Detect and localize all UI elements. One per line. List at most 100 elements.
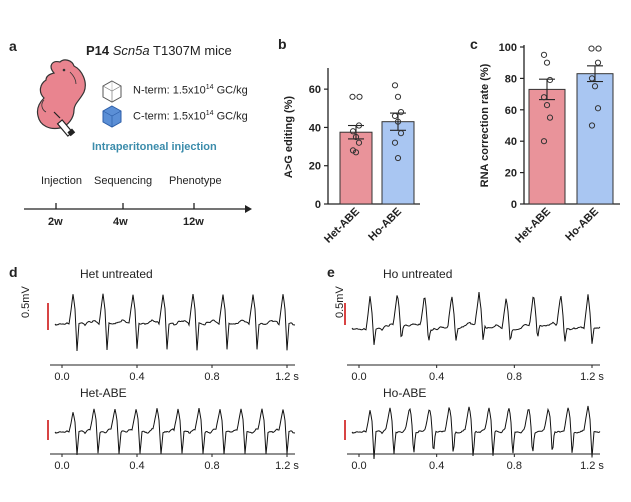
y-tick-label: 20 bbox=[505, 168, 517, 180]
data-point bbox=[540, 51, 548, 58]
data-point bbox=[349, 128, 357, 135]
data-point bbox=[588, 45, 595, 52]
x-tick-label: 0.8 bbox=[204, 460, 219, 472]
timeline-arrow-icon bbox=[245, 205, 252, 213]
panel-b-label: b bbox=[278, 36, 287, 52]
x-tick-label: 1.2 s bbox=[275, 460, 299, 472]
data-point bbox=[594, 59, 602, 66]
timeline-label-12w: 12w bbox=[183, 216, 204, 228]
data-point bbox=[594, 105, 602, 112]
aav-n-term-icon bbox=[102, 80, 122, 103]
mouse-pup-icon bbox=[36, 59, 86, 130]
n-term-dose: N-term: 1.5x1014 GC/kg bbox=[133, 84, 248, 97]
y-tick-label: 60 bbox=[309, 84, 321, 96]
y-tick-label: 80 bbox=[505, 73, 517, 85]
data-point bbox=[595, 45, 602, 52]
category-label: Het-ABE bbox=[322, 206, 362, 246]
bar-het-abe bbox=[339, 131, 373, 205]
injection-route-label: Intraperitoneal injection bbox=[92, 141, 217, 153]
x-tick-label: 0.0 bbox=[351, 460, 366, 472]
data-point bbox=[355, 122, 363, 129]
data-point bbox=[394, 93, 402, 100]
y-tick-label: 20 bbox=[309, 161, 321, 173]
x-tick-label: 1.2 s bbox=[275, 371, 299, 383]
ho-scale-label: 0.5mV bbox=[334, 286, 346, 318]
data-point bbox=[356, 93, 363, 100]
timeline-label-4w: 4w bbox=[113, 216, 128, 228]
x-tick-label: 0.4 bbox=[129, 460, 144, 472]
data-point bbox=[588, 75, 596, 82]
category-label: Ho-ABE bbox=[366, 206, 404, 244]
aav-c-term-icon bbox=[102, 105, 122, 128]
ho-untreated-trace bbox=[351, 292, 601, 345]
ho-abe-title: Ho-ABE bbox=[383, 386, 427, 400]
panel-e-label: e bbox=[327, 264, 335, 280]
y-axis-label: A>G editing (%) bbox=[283, 96, 295, 179]
bar-ho-abe bbox=[381, 121, 415, 205]
x-tick-label: 0.4 bbox=[429, 460, 444, 472]
y-tick-label: 40 bbox=[309, 122, 321, 134]
data-point bbox=[397, 109, 405, 116]
het-untreated-trace bbox=[54, 293, 296, 352]
model-label: T1307M mice bbox=[153, 43, 232, 58]
x-tick-label: 0.8 bbox=[204, 371, 219, 383]
x-tick-label: 1.2 s bbox=[580, 460, 604, 472]
panel-d-label: d bbox=[9, 264, 18, 280]
y-tick-label: 60 bbox=[505, 105, 517, 117]
het-scale-label: 0.5mV bbox=[20, 286, 32, 318]
syringe-icon bbox=[53, 111, 76, 137]
x-tick-label: 0.4 bbox=[429, 371, 444, 383]
y-axis-label: RNA correction rate (%) bbox=[479, 63, 491, 187]
x-tick-label: 0.4 bbox=[129, 371, 144, 383]
data-point bbox=[352, 133, 360, 141]
x-tick-label: 0.0 bbox=[54, 371, 69, 383]
x-tick-label: 0.0 bbox=[54, 460, 69, 472]
het-abe-trace bbox=[54, 408, 296, 456]
data-point bbox=[349, 147, 357, 154]
timeline-event-phenotype: Phenotype bbox=[169, 175, 222, 187]
het-abe-title: Het-ABE bbox=[80, 386, 127, 400]
data-point bbox=[591, 83, 599, 90]
data-point bbox=[355, 139, 363, 146]
data-point bbox=[543, 59, 551, 66]
data-point bbox=[391, 112, 399, 120]
data-point bbox=[352, 149, 360, 156]
panel-a-label: a bbox=[9, 38, 17, 54]
x-tick-label: 0.8 bbox=[507, 371, 522, 383]
timeline-event-injection: Injection bbox=[41, 175, 82, 187]
ho-abe-trace bbox=[351, 405, 601, 460]
data-point bbox=[391, 139, 399, 146]
gene-label: Scn5a bbox=[112, 43, 150, 58]
c-term-dose: C-term: 1.5x1014 GC/kg bbox=[133, 110, 248, 123]
data-point bbox=[543, 101, 551, 109]
data-point bbox=[540, 138, 548, 145]
data-point bbox=[397, 130, 405, 137]
data-point bbox=[349, 93, 356, 100]
data-point bbox=[394, 118, 402, 125]
data-point bbox=[546, 76, 554, 84]
y-tick-label: 0 bbox=[511, 199, 517, 211]
bar-ho-abe bbox=[576, 73, 614, 205]
panel-a-title: P14 Scn5a T1307M mice bbox=[86, 43, 232, 58]
y-tick-label: 40 bbox=[505, 136, 517, 148]
y-tick-label: 0 bbox=[315, 199, 321, 211]
data-point bbox=[546, 114, 554, 121]
timeline-event-sequencing: Sequencing bbox=[94, 175, 153, 187]
x-tick-label: 0.8 bbox=[507, 460, 522, 472]
het-untreated-title: Het untreated bbox=[80, 267, 153, 281]
data-point bbox=[391, 82, 399, 89]
data-point bbox=[394, 154, 402, 162]
data-point bbox=[540, 94, 548, 101]
bar-het-abe bbox=[528, 88, 566, 205]
category-label: Het-ABE bbox=[513, 206, 553, 246]
age-label: P14 bbox=[86, 43, 110, 58]
ho-untreated-title: Ho untreated bbox=[383, 267, 453, 281]
panel-c-label: c bbox=[470, 36, 478, 52]
data-point bbox=[588, 122, 596, 129]
category-label: Ho-ABE bbox=[563, 206, 601, 244]
timeline-label-2w: 2w bbox=[48, 216, 63, 228]
